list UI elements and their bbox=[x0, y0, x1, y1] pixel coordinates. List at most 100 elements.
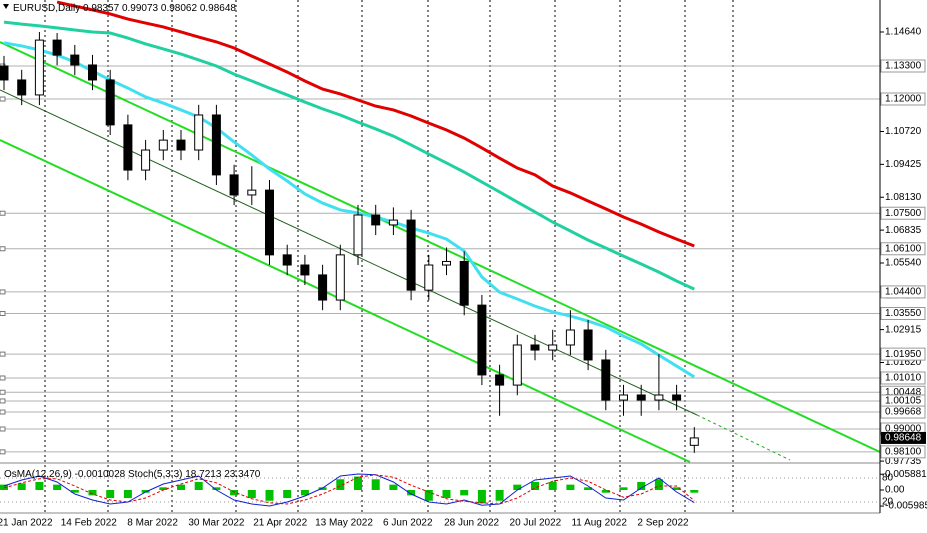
level-box bbox=[880, 445, 926, 459]
candle-body bbox=[52, 39, 62, 56]
osma-bar bbox=[601, 490, 610, 493]
candle-body bbox=[34, 39, 44, 96]
channel-upper bbox=[0, 41, 881, 453]
y-tick-label: 1.02915 bbox=[885, 324, 922, 335]
channel-middle-extension bbox=[696, 414, 791, 461]
osma-bar bbox=[212, 487, 221, 490]
candle-body bbox=[88, 64, 97, 81]
level-box bbox=[880, 92, 926, 106]
open: 0.98357 bbox=[83, 3, 120, 14]
x-tick-label: 21 Apr 2022 bbox=[253, 518, 307, 529]
axis: 1.14640 1.10720 1.09425 1.08130 1.06835 1.055… bbox=[0, 27, 927, 529]
y2-tick-label: 20 bbox=[882, 497, 894, 508]
level-marker bbox=[0, 246, 6, 252]
y-tick-label: 0.00 bbox=[885, 485, 905, 496]
osma-bar bbox=[318, 487, 327, 490]
candle-body bbox=[442, 260, 451, 266]
level-label: 1.01010 bbox=[885, 373, 922, 384]
candle-body bbox=[194, 114, 204, 151]
stoch-signal: 23.3470 bbox=[224, 469, 261, 480]
candle-body bbox=[353, 214, 363, 256]
osma-bar bbox=[424, 490, 433, 501]
candle-body bbox=[689, 437, 699, 446]
low: 0.98062 bbox=[161, 3, 198, 14]
x-tick-label: 13 May 2022 bbox=[315, 518, 373, 529]
candle-body bbox=[335, 254, 345, 301]
candle-body bbox=[636, 394, 646, 401]
candle-body bbox=[17, 79, 27, 96]
high: 0.99073 bbox=[122, 3, 159, 14]
stoch-line bbox=[3, 473, 695, 507]
candle-body bbox=[318, 274, 328, 301]
osma-bar bbox=[265, 490, 274, 501]
level-marker bbox=[0, 96, 6, 102]
candle-body bbox=[406, 219, 416, 291]
candle-body bbox=[530, 344, 540, 351]
osma-bar bbox=[654, 479, 663, 490]
level-label: 0.98100 bbox=[885, 446, 922, 457]
x-tick-label: 28 Jun 2022 bbox=[444, 518, 499, 529]
osma-bar bbox=[300, 490, 309, 496]
osma-bar bbox=[672, 487, 681, 490]
candle-body bbox=[211, 114, 221, 176]
x-tick-label: 2 Sep 2022 bbox=[637, 518, 689, 529]
y-tick-label: 1.08130 bbox=[885, 192, 922, 203]
candle-body bbox=[229, 174, 239, 196]
stoch-line bbox=[3, 474, 695, 505]
stoch-name: Stoch(5,3,3) bbox=[128, 469, 182, 480]
y-tick-label: 1.06835 bbox=[885, 225, 922, 236]
levels bbox=[0, 63, 880, 455]
level-label: 1.06100 bbox=[885, 243, 922, 254]
osma-bar bbox=[548, 481, 557, 490]
level-marker bbox=[0, 389, 6, 395]
y2-tick-label: 80 bbox=[882, 473, 894, 484]
channel bbox=[0, 41, 881, 463]
level-label: 1.04400 bbox=[885, 287, 922, 298]
candle-body bbox=[477, 304, 487, 376]
osma-bar bbox=[371, 479, 380, 490]
level-label: 0.99000 bbox=[885, 424, 922, 435]
osma-bar bbox=[460, 490, 469, 496]
candle-body bbox=[123, 124, 133, 171]
osma-bar bbox=[389, 484, 398, 490]
osma-bar bbox=[35, 481, 44, 490]
osma-bar bbox=[88, 490, 97, 496]
osma-bar bbox=[477, 490, 486, 504]
moving-average bbox=[56, 0, 695, 248]
moving-average bbox=[3, 20, 695, 291]
osma-bar bbox=[17, 483, 26, 490]
osma-bar bbox=[690, 490, 699, 493]
candle-body bbox=[176, 139, 186, 151]
x-tick-label: 14 Feb 2022 bbox=[61, 518, 118, 529]
osma-bar bbox=[354, 476, 362, 490]
osma-bar bbox=[584, 487, 593, 490]
level-box bbox=[880, 285, 926, 299]
candle-body bbox=[548, 344, 558, 351]
level-marker bbox=[0, 426, 6, 432]
osma-bar bbox=[442, 490, 451, 499]
osma-bar bbox=[194, 481, 203, 490]
candle-body bbox=[672, 394, 682, 401]
osma-bar bbox=[53, 484, 62, 490]
osma-bar bbox=[230, 490, 239, 496]
level-box bbox=[880, 206, 926, 220]
osma-bar bbox=[531, 481, 539, 490]
osma-bar bbox=[247, 490, 256, 499]
level-label: 1.00105 bbox=[885, 396, 922, 407]
level-marker bbox=[0, 375, 6, 381]
y-tick-label: 1.10720 bbox=[885, 126, 922, 137]
x-tick-label: 30 Mar 2022 bbox=[188, 518, 245, 529]
level-label: 0.99668 bbox=[885, 407, 922, 418]
osma-bar bbox=[407, 490, 416, 496]
y-tick-label: 1.09425 bbox=[885, 159, 922, 170]
candle-body bbox=[424, 264, 434, 291]
candle-body bbox=[371, 214, 381, 226]
osma-value: -0.0010028 bbox=[75, 469, 126, 480]
osma-bar bbox=[637, 481, 646, 490]
level-box bbox=[880, 347, 926, 361]
candle-body bbox=[0, 65, 9, 81]
candle-body bbox=[247, 189, 257, 196]
x-tick-label: 6 Jun 2022 bbox=[383, 518, 433, 529]
level-box bbox=[880, 242, 926, 256]
